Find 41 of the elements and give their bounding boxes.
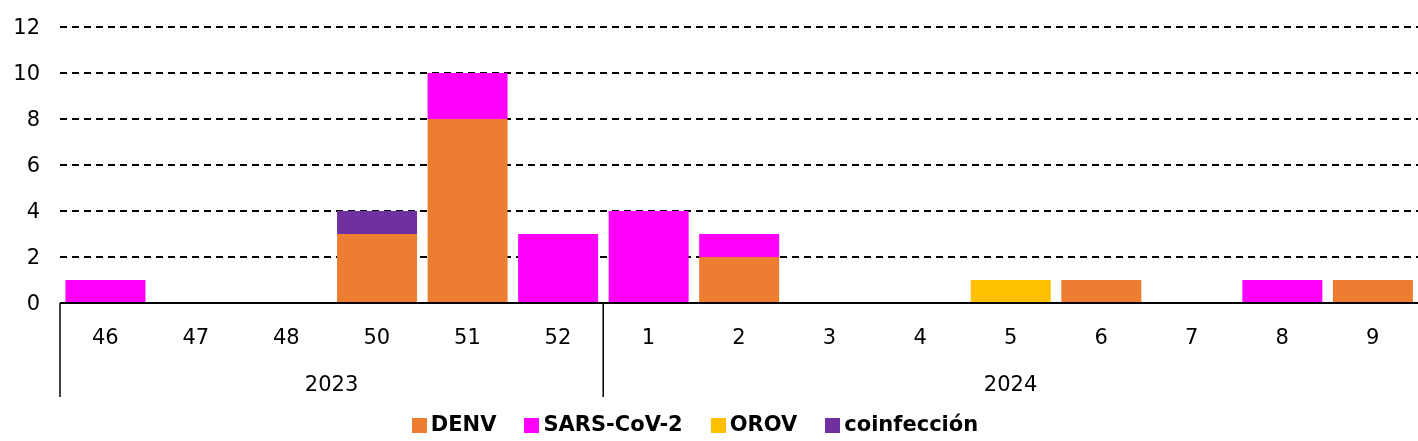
- x-tick-label: 9: [1366, 325, 1380, 349]
- x-tick-label: 47: [182, 325, 210, 349]
- bar: [427, 73, 508, 119]
- y-tick-label: 12: [13, 15, 40, 40]
- x-tick-label: 6: [1094, 325, 1108, 349]
- bar: [65, 280, 146, 303]
- y-tick-label: 0: [26, 291, 40, 316]
- y-tick-label: 10: [13, 61, 40, 86]
- x-tick-label: 51: [454, 325, 481, 349]
- y-tick-label: 8: [26, 107, 40, 132]
- text: 2024: [983, 372, 1038, 396]
- x-tick-label: 46: [91, 325, 119, 349]
- x-tick-label: 50: [363, 325, 391, 349]
- x-tick-label: 48: [272, 325, 300, 349]
- bar: [1061, 280, 1142, 303]
- x-tick-label: 8: [1275, 325, 1289, 349]
- bar: [337, 211, 418, 234]
- legend-label: coinfección: [844, 412, 979, 436]
- y-tick-label: 4: [26, 199, 40, 224]
- legend-label: SARS-CoV-2: [543, 412, 683, 436]
- bar: [699, 234, 780, 257]
- bar: [608, 211, 689, 303]
- x-tick-label: 1: [641, 325, 656, 349]
- bar: [337, 234, 418, 303]
- x-tick-label: 5: [1003, 325, 1018, 349]
- x-tick-label: 7: [1184, 325, 1199, 349]
- bar: [427, 119, 508, 303]
- bar: [1332, 280, 1413, 303]
- bar: [1242, 280, 1323, 303]
- bar: [970, 280, 1051, 303]
- x-tick-label: 52: [544, 325, 572, 349]
- y-tick-label: 2: [26, 245, 40, 270]
- bar: [518, 234, 599, 303]
- legend-label: OROV: [729, 412, 798, 436]
- y-tick-label: 6: [26, 153, 40, 178]
- x-tick-label: 3: [822, 325, 837, 349]
- legend-label: DENV: [430, 412, 497, 436]
- x-tick-label: 4: [913, 325, 927, 349]
- x-tick-label: 2: [732, 325, 746, 349]
- text: 2023: [304, 372, 359, 396]
- bar: [699, 257, 780, 303]
